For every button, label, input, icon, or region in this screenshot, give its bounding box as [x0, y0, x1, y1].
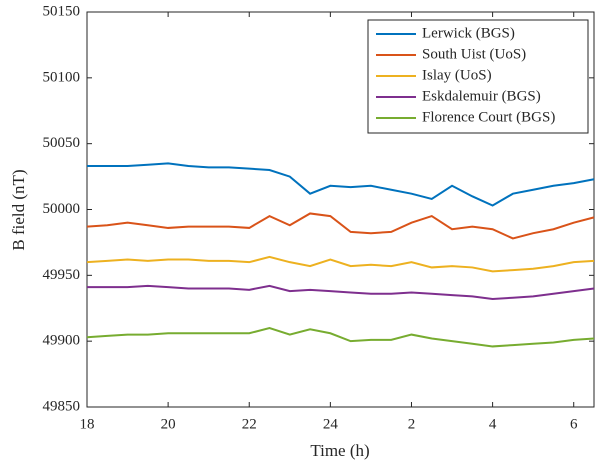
y-tick-label: 49900 — [43, 333, 81, 349]
y-tick-label: 50100 — [43, 69, 81, 85]
y-axis-label: B field (nT) — [9, 169, 28, 250]
x-tick-label: 4 — [489, 416, 497, 432]
x-tick-label: 6 — [570, 416, 578, 432]
y-tick-label: 50050 — [43, 135, 81, 151]
y-tick-label: 49850 — [43, 398, 81, 414]
x-axis-label: Time (h) — [310, 441, 369, 460]
legend-label: Eskdalemuir (BGS) — [422, 88, 541, 104]
series-line — [87, 162, 595, 207]
x-tick-label: 24 — [323, 416, 339, 432]
series-line — [86, 212, 595, 240]
series-line — [86, 255, 595, 273]
x-tick-label: 20 — [161, 416, 176, 432]
legend-label: Florence Court (BGS) — [422, 109, 555, 125]
series-line — [86, 326, 595, 348]
y-tick-label: 49950 — [43, 267, 81, 283]
series-line — [87, 284, 595, 301]
legend-label: Islay (UoS) — [422, 67, 492, 83]
y-tick-label: 50000 — [43, 201, 81, 217]
legend-label: Lerwick (BGS) — [422, 25, 515, 41]
x-tick-label: 18 — [80, 416, 95, 432]
x-tick-label: 2 — [408, 416, 416, 432]
x-tick-label: 22 — [242, 416, 257, 432]
y-tick-label: 50150 — [43, 3, 81, 19]
legend-label: South Uist (UoS) — [422, 46, 526, 62]
